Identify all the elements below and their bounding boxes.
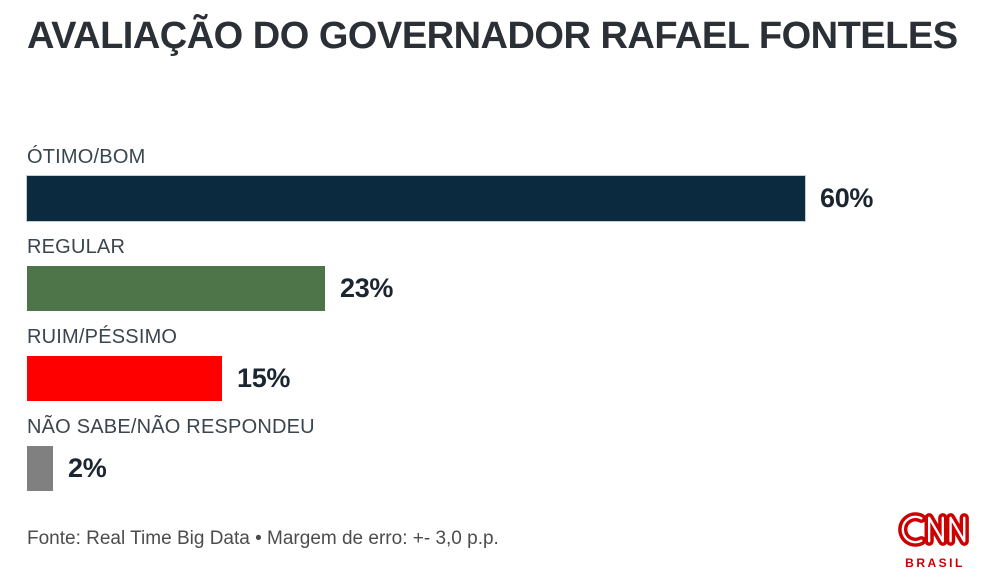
bar-ruim-pessimo [27, 355, 222, 401]
bar-nao-sabe [27, 445, 53, 491]
value-label: 15% [237, 362, 291, 393]
bar-row: REGULAR 23% [27, 235, 1000, 311]
value-label: 2% [68, 452, 107, 483]
chart-title: AVALIAÇÃO DO GOVERNADOR RAFAEL FONTELES [27, 15, 958, 57]
bar-chart: ÓTIMO/BOM 60% REGULAR 23% RUIM/PÉSSIMO 1… [27, 145, 1000, 491]
value-label: 60% [820, 182, 874, 213]
bar-row: NÃO SABE/NÃO RESPONDEU 2% [27, 415, 1000, 491]
cnn-brasil-logo: BRASIL [896, 509, 974, 570]
bar-regular [27, 265, 325, 311]
bar-row: ÓTIMO/BOM 60% [27, 145, 1000, 221]
logo-region-label: BRASIL [905, 556, 965, 570]
value-label: 23% [340, 272, 394, 303]
bar-otimo-bom [27, 175, 805, 221]
category-label: ÓTIMO/BOM [27, 145, 146, 168]
cnn-logo-icon [898, 512, 969, 547]
bar-row: RUIM/PÉSSIMO 15% [27, 325, 1000, 401]
source-note: Fonte: Real Time Big Data • Margem de er… [27, 528, 499, 549]
category-label: REGULAR [27, 235, 126, 258]
category-label: NÃO SABE/NÃO RESPONDEU [27, 415, 315, 438]
category-label: RUIM/PÉSSIMO [27, 325, 178, 348]
